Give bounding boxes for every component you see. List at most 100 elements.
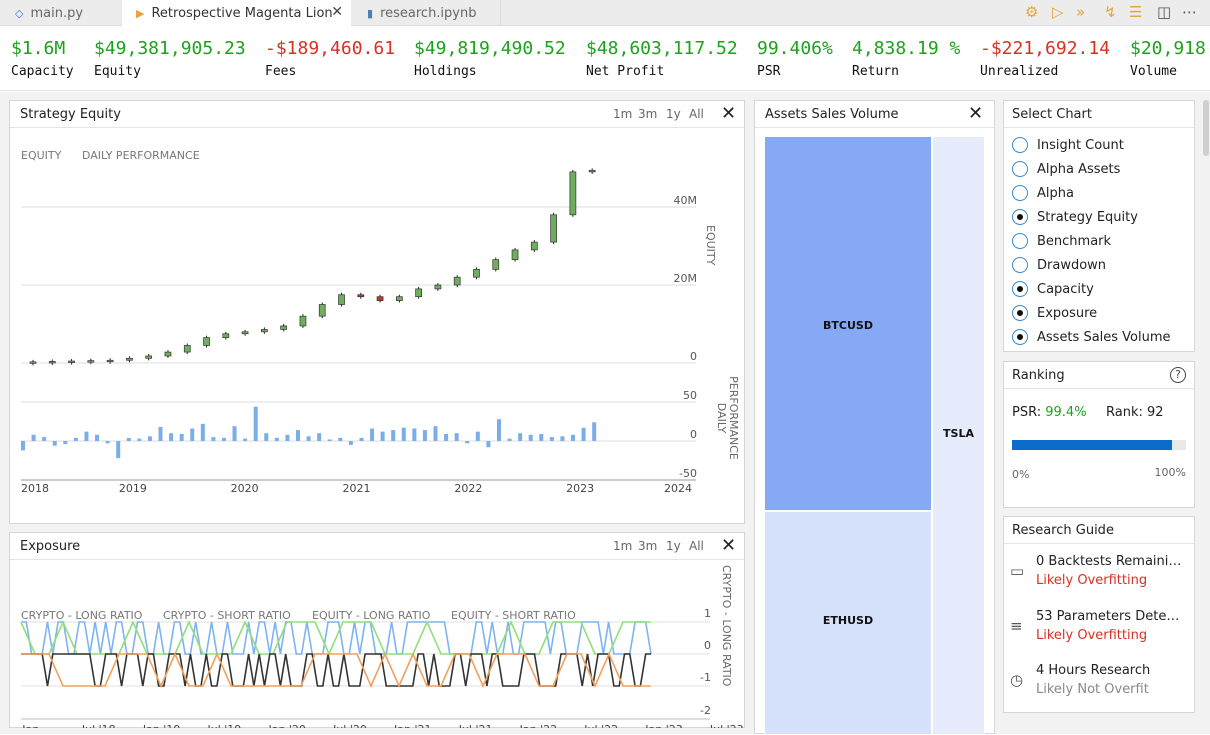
radio-button[interactable]	[1012, 305, 1028, 321]
range-all-button[interactable]: All	[689, 539, 704, 553]
close-icon[interactable]: ✕	[968, 103, 984, 124]
treemap-cell-btcusd[interactable]: BTCUSD	[764, 136, 932, 511]
lightning-icon[interactable]: ↯	[1104, 3, 1117, 21]
chart-option-capacity[interactable]: Capacity	[1012, 280, 1094, 298]
equity-candle	[87, 360, 95, 363]
help-icon[interactable]: ?	[1170, 367, 1186, 383]
equity-candle	[473, 269, 480, 278]
x-axis-ticks: Jan... Jul '18 Jan '19 Jul '19 Jan '20 Jul '2…	[21, 723, 743, 728]
tab-backtest[interactable]: ▶ Retrospective Magenta Lion ✕	[122, 0, 351, 26]
radio-button[interactable]	[1012, 137, 1028, 153]
radio-button[interactable]	[1012, 161, 1028, 177]
equity-chart: EQUITY DAILY PERFORMANCE 40M 20M 0 50 0 …	[21, 149, 740, 495]
chart-option-label: Strategy Equity	[1037, 209, 1138, 225]
radio-button[interactable]	[1012, 185, 1028, 201]
exposure-line-1	[21, 621, 652, 655]
performance-bar	[116, 441, 121, 459]
tab-research-ipynb[interactable]: ▮ research.ipynb	[351, 0, 501, 26]
x-tick-label: 2018	[21, 482, 49, 495]
radio-button[interactable]	[1012, 281, 1028, 297]
performance-bar	[486, 441, 491, 448]
more-icon[interactable]: ⋯	[1182, 3, 1197, 21]
chart-option-benchmark[interactable]: Benchmark	[1012, 232, 1111, 250]
y-tick-label: -1	[700, 671, 711, 684]
chart-option-assets-sales-volume[interactable]: Assets Sales Volume	[1012, 328, 1171, 346]
performance-bar	[560, 436, 565, 441]
tab-main-py[interactable]: ◇ main.py	[0, 0, 122, 26]
range-3m-button[interactable]: 3m	[638, 539, 658, 553]
list-icon[interactable]: ☰	[1129, 3, 1143, 21]
panel-header: Strategy Equity 1m 3m 1y All ✕	[10, 101, 744, 128]
legend-crypto-long: CRYPTO - LONG RATIO	[21, 609, 143, 622]
stat-fees: -$189,460.61 Fees	[265, 38, 396, 80]
range-all-button[interactable]: All	[689, 107, 704, 121]
performance-bar	[327, 439, 332, 441]
clock-icon: ◷	[1010, 671, 1024, 689]
chart-option-insight-count[interactable]: Insight Count	[1012, 136, 1124, 154]
exposure-line-3	[21, 653, 651, 687]
radio-button[interactable]	[1012, 209, 1028, 225]
chart-option-label: Assets Sales Volume	[1037, 329, 1171, 345]
x-tick-label: Jul '20	[332, 723, 367, 728]
chart-option-exposure[interactable]: Exposure	[1012, 304, 1097, 322]
x-tick-label: Jan '20	[267, 723, 305, 728]
range-1y-button[interactable]: 1y	[666, 107, 681, 121]
close-icon[interactable]: ✕	[721, 535, 737, 556]
stat-return: 4,838.19 % Return	[852, 38, 961, 80]
performance-bar	[401, 427, 406, 441]
assets-sales-volume-panel: Assets Sales Volume ✕ BTCUSD ETHUSD TSLA	[754, 100, 995, 735]
run-icon[interactable]: ▷	[1052, 3, 1064, 21]
radio-button[interactable]	[1012, 329, 1028, 345]
y2-tick-label: 50	[683, 389, 697, 402]
performance-bar	[285, 434, 290, 441]
treemap-cell-ethusd[interactable]: ETHUSD	[764, 511, 932, 735]
close-icon[interactable]: ✕	[331, 4, 343, 20]
chart-option-strategy-equity[interactable]: Strategy Equity	[1012, 208, 1138, 226]
performance-bar	[296, 430, 301, 441]
equity-candle	[453, 276, 461, 286]
radio-button[interactable]	[1012, 257, 1028, 273]
equity-candle	[68, 360, 75, 363]
x-tick-label: Jul '23	[709, 723, 744, 728]
performance-bar	[581, 427, 586, 441]
panel-header: Exposure 1m 3m 1y All ✕	[10, 533, 744, 560]
equity-candle	[357, 294, 365, 298]
split-editor-icon[interactable]: ◫	[1157, 3, 1172, 21]
range-1y-button[interactable]: 1y	[666, 539, 681, 553]
legend-equity: EQUITY	[21, 149, 62, 162]
equity-candle	[106, 359, 114, 363]
stat-equity: $49,381,905.23 Equity	[94, 38, 246, 80]
performance-bar	[126, 437, 131, 441]
y-tick-label: 0	[704, 639, 711, 652]
fast-forward-icon[interactable]: »	[1076, 3, 1086, 21]
radio-button[interactable]	[1012, 233, 1028, 249]
close-icon[interactable]: ✕	[721, 103, 737, 124]
guide-item-status: Likely Overfitting	[1036, 628, 1148, 643]
performance-bar	[73, 437, 78, 441]
gear-icon[interactable]: ⚙	[1025, 3, 1039, 21]
chart-option-alpha[interactable]: Alpha	[1012, 184, 1074, 202]
equity-candle	[588, 169, 596, 173]
equity-candle	[569, 171, 577, 216]
performance-bar	[232, 426, 237, 441]
chart-option-label: Insight Count	[1037, 137, 1124, 153]
performance-bar	[253, 406, 258, 441]
performance-bar	[169, 433, 174, 441]
scrollbar-thumb[interactable]	[1203, 100, 1209, 156]
equity-candle	[48, 361, 56, 364]
panel-title: Select Chart	[1012, 107, 1092, 122]
performance-bar	[496, 419, 501, 441]
range-3m-button[interactable]: 3m	[638, 107, 658, 121]
treemap-cell-tsla[interactable]: TSLA	[932, 136, 985, 735]
x-tick-label: Jan...	[21, 723, 49, 728]
chart-option-alpha-assets[interactable]: Alpha Assets	[1012, 160, 1120, 178]
panel-title: Exposure	[20, 539, 81, 554]
chart-option-drawdown[interactable]: Drawdown	[1012, 256, 1106, 274]
equity-candle	[261, 329, 268, 333]
performance-bar	[391, 430, 396, 441]
equity-candle	[203, 337, 210, 346]
range-1m-button[interactable]: 1m	[613, 107, 633, 121]
tab-label: Retrospective Magenta Lion	[151, 5, 333, 21]
stat-holdings: $49,819,490.52 Holdings	[414, 38, 566, 80]
range-1m-button[interactable]: 1m	[613, 539, 633, 553]
